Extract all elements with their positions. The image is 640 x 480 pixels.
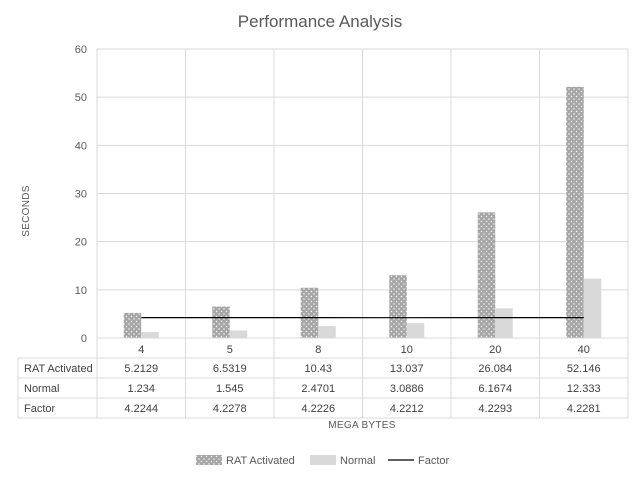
legend-swatch [310,455,336,465]
x-tick-label: 40 [578,344,590,356]
table-cell: 3.0886 [390,383,424,395]
bar-rat-activated [300,287,319,338]
table-cell: 4.2212 [390,403,424,415]
y-tick-label: 0 [81,333,87,345]
bar-normal [229,330,248,338]
y-tick-label: 60 [75,44,87,56]
table-cell: 13.037 [390,363,424,375]
y-tick-label: 10 [75,285,87,297]
y-axis-ticks: 0 10 20 30 40 50 60 [75,44,87,345]
legend-label: RAT Activated [226,455,295,467]
data-table: 4 5 8 10 20 40 RAT Activated 5.2129 6.5319 10.43 1… [17,337,628,419]
table-cell: 4.2278 [213,403,247,415]
table-cell: 52.146 [567,363,601,375]
table-row-label: Normal [24,383,59,395]
table-cell: 10.43 [304,363,332,375]
bar-rat-activated [566,86,584,338]
table-cell: 4.2244 [124,403,158,415]
chart-title: Performance Analysis [238,12,402,31]
table-cell: 4.2281 [567,403,601,415]
bar-normal [318,326,336,338]
y-tick-label: 40 [75,140,87,152]
legend: RAT Activated Normal Factor [196,455,450,467]
bar-rat-activated [123,312,142,338]
y-tick-label: 50 [75,92,87,104]
bar-rat-activated [477,212,496,338]
y-axis-title: SECONDS [21,185,32,237]
bar-normal [495,308,513,338]
table-cell: 2.4701 [301,383,335,395]
bars [123,86,602,338]
table-cell: 4.2226 [301,403,335,415]
y-tick-label: 20 [75,237,87,249]
x-axis-title: MEGA BYTES [328,420,395,431]
gridlines [96,48,629,418]
bar-normal [141,332,159,338]
x-tick-label: 5 [227,344,233,356]
table-row-label: Factor [24,403,56,415]
table-cell: 26.084 [478,363,512,375]
bar-rat-activated [389,275,407,338]
table-cell: 6.5319 [213,363,247,375]
x-tick-label: 20 [489,344,501,356]
table-cell: 6.1674 [478,383,512,395]
table-cell: 1.234 [127,383,155,395]
legend-label: Factor [418,455,450,467]
legend-swatch [196,455,222,465]
table-cell: 12.333 [567,383,601,395]
y-tick-label: 30 [75,189,87,201]
x-tick-label: 10 [401,344,413,356]
table-cell: 4.2293 [478,403,512,415]
x-tick-label: 4 [138,344,144,356]
x-tick-label: 8 [315,344,321,356]
table-row-label: RAT Activated [24,363,93,375]
table-cell: 5.2129 [124,363,158,375]
bar-normal [406,323,425,338]
bar-normal [583,278,602,338]
bar-rat-activated [212,306,230,338]
table-cell: 1.545 [216,383,244,395]
legend-label: Normal [340,455,375,467]
